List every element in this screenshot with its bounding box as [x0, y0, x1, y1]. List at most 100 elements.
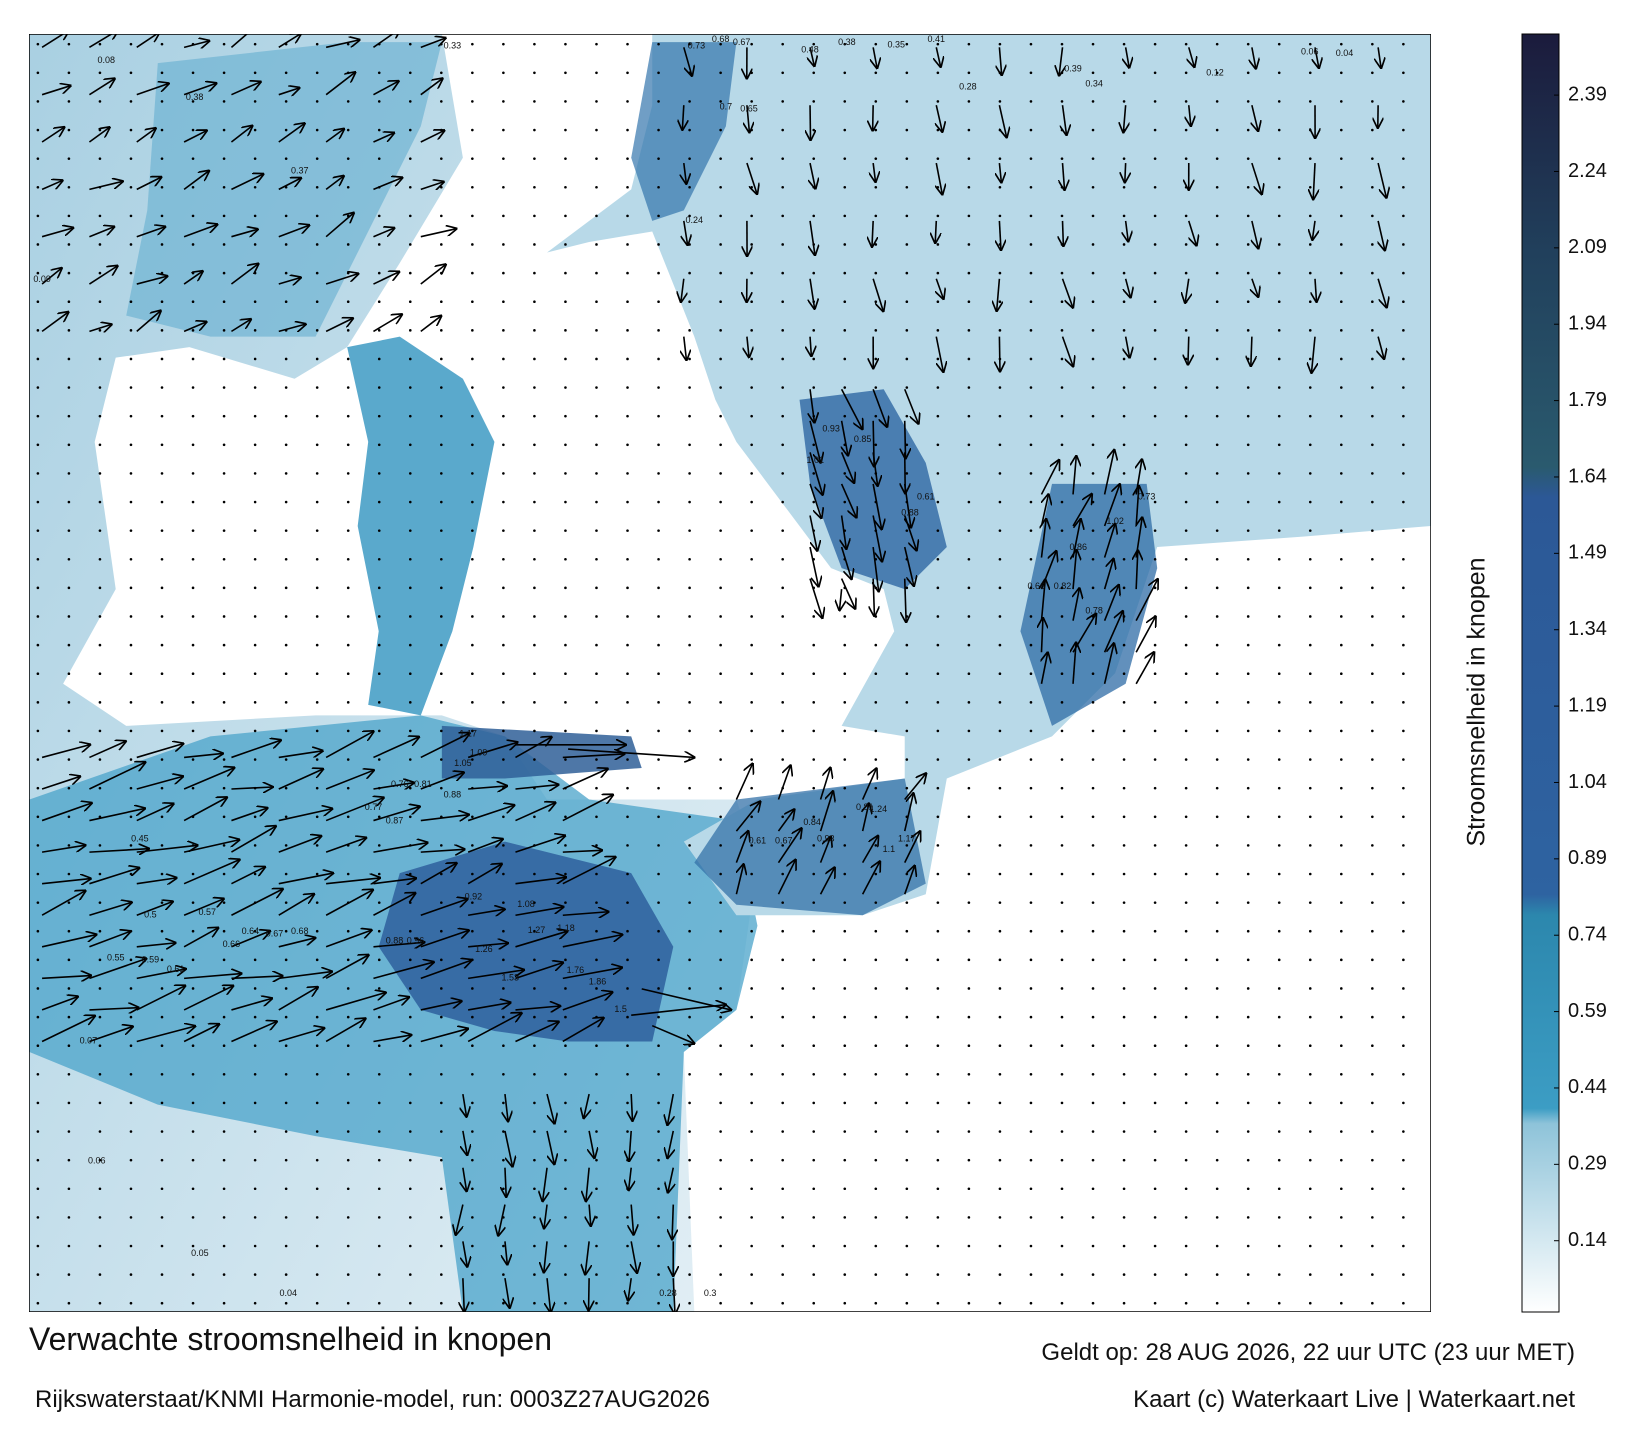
- grid-point: [502, 128, 505, 132]
- current-arrow: [467, 742, 517, 759]
- grid-point: [719, 214, 722, 218]
- grid-point: [1122, 271, 1126, 275]
- grid-point: [284, 1130, 288, 1133]
- grid-point: [781, 586, 784, 590]
- grid-point: [781, 300, 784, 304]
- grid-point: [1029, 386, 1033, 389]
- grid-point: [1184, 214, 1188, 218]
- grid-point: [36, 500, 40, 504]
- grid-point: [408, 357, 412, 361]
- grid-point: [98, 243, 102, 246]
- grid-point: [98, 1130, 102, 1133]
- speed-label: 0.08: [97, 55, 115, 65]
- grid-point: [1215, 1301, 1219, 1305]
- grid-point: [1122, 357, 1126, 361]
- grid-point: [1091, 1301, 1095, 1305]
- grid-point: [471, 672, 474, 676]
- grid-point: [1184, 1244, 1188, 1248]
- grid-point: [843, 214, 847, 218]
- grid-point: [688, 386, 691, 389]
- grid-point: [1246, 643, 1250, 647]
- grid-point: [1091, 586, 1095, 590]
- grid-point: [967, 157, 971, 160]
- grid-point: [346, 329, 350, 332]
- grid-point: [750, 529, 753, 532]
- current-arrow: [468, 970, 524, 980]
- grid-point: [1184, 729, 1188, 733]
- grid-point: [191, 100, 195, 103]
- grid-point: [936, 42, 940, 46]
- grid-point: [1122, 71, 1126, 75]
- grid-point: [936, 386, 940, 389]
- grid-point: [36, 271, 40, 275]
- grid-point: [1029, 42, 1033, 46]
- speed-label: 0.73: [688, 40, 706, 50]
- grid-point: [812, 615, 816, 618]
- current-arrow: [1251, 336, 1252, 366]
- grid-point: [191, 243, 195, 246]
- grid-point: [1402, 243, 1405, 246]
- grid-point: [191, 786, 195, 790]
- grid-point: [67, 758, 71, 761]
- grid-point: [688, 157, 691, 160]
- grid-point: [719, 185, 722, 189]
- speed-label: 0.38: [186, 92, 204, 102]
- grid-point: [1246, 901, 1250, 904]
- grid-point: [595, 615, 598, 618]
- grid-point: [1371, 557, 1374, 561]
- current-arrow: [373, 843, 427, 853]
- current-arrow: [278, 225, 309, 238]
- grid-point: [36, 701, 40, 704]
- grid-point: [1402, 929, 1405, 933]
- current-arrow: [872, 483, 881, 529]
- current-arrow: [325, 890, 373, 916]
- grid-point: [781, 758, 784, 761]
- grid-point: [688, 557, 691, 561]
- grid-point: [129, 386, 133, 389]
- grid-point: [905, 443, 909, 447]
- grid-point: [1060, 500, 1064, 504]
- grid-point: [284, 500, 288, 504]
- grid-point: [67, 329, 71, 332]
- grid-point: [253, 500, 257, 504]
- grid-point: [626, 1216, 629, 1219]
- grid-point: [688, 100, 691, 103]
- grid-point: [1308, 1015, 1312, 1019]
- grid-point: [1215, 443, 1219, 447]
- grid-point: [36, 672, 40, 676]
- grid-point: [1122, 500, 1126, 504]
- grid-point: [408, 1216, 412, 1219]
- speed-label: 0.92: [465, 891, 483, 901]
- grid-point: [564, 529, 567, 532]
- current-arrow: [546, 1130, 554, 1164]
- grid-point: [843, 329, 847, 332]
- grid-point: [998, 987, 1002, 990]
- grid-point: [377, 1301, 381, 1305]
- current-arrow: [325, 274, 358, 285]
- current-arrow: [1061, 278, 1073, 308]
- grid-point: [471, 987, 474, 990]
- grid-point: [253, 1101, 257, 1105]
- grid-point: [222, 786, 226, 790]
- grid-point: [284, 414, 288, 418]
- grid-point: [1153, 1187, 1157, 1191]
- grid-point: [936, 472, 940, 475]
- grid-point: [1277, 1187, 1281, 1191]
- grid-point: [564, 844, 567, 847]
- grid-point: [471, 643, 474, 647]
- grid-point: [1340, 1015, 1343, 1019]
- grid-point: [1153, 157, 1157, 160]
- grid-point: [1277, 929, 1281, 933]
- grid-point: [284, 615, 288, 618]
- grid-point: [67, 901, 71, 904]
- grid-point: [67, 414, 71, 418]
- grid-point: [533, 643, 536, 647]
- grid-point: [1340, 1244, 1343, 1248]
- grid-point: [936, 529, 940, 532]
- grid-point: [1029, 472, 1033, 475]
- grid-point: [377, 987, 381, 990]
- grid-point: [750, 443, 753, 447]
- current-arrow: [41, 34, 69, 49]
- current-arrow: [136, 744, 183, 759]
- grid-point: [998, 1244, 1002, 1248]
